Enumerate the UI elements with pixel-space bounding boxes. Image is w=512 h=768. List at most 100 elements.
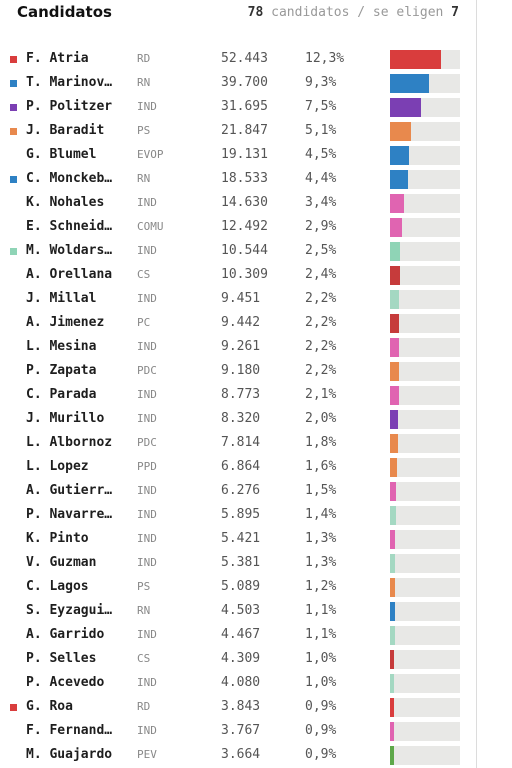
- candidate-row[interactable]: J. Baradit PS 21.847 5,1%: [0, 120, 476, 144]
- candidate-list: F. Atria RD 52.443 12,3% T. Marinov… RN 39.700…: [0, 48, 476, 768]
- candidate-row[interactable]: T. Marinov… RN 39.700 9,3%: [0, 72, 476, 96]
- candidate-row[interactable]: K. Nohales IND 14.630 3,4%: [0, 192, 476, 216]
- candidate-row[interactable]: L. Albornoz PDC 7.814 1,8%: [0, 432, 476, 456]
- candidate-percent: 2,9%: [305, 219, 337, 234]
- candidate-name: P. Selles: [26, 651, 97, 666]
- vote-share-bar: [390, 506, 460, 525]
- candidate-row[interactable]: V. Guzman IND 5.381 1,3%: [0, 552, 476, 576]
- candidate-percent: 0,9%: [305, 699, 337, 714]
- candidate-row[interactable]: F. Atria RD 52.443 12,3%: [0, 48, 476, 72]
- candidate-votes: 5.381: [221, 555, 261, 570]
- candidate-row[interactable]: A. Gutierr… IND 6.276 1,5%: [0, 480, 476, 504]
- candidate-percent: 9,3%: [305, 75, 337, 90]
- vote-share-fill: [390, 626, 395, 645]
- vote-share-fill: [390, 434, 398, 453]
- candidate-percent: 2,2%: [305, 291, 337, 306]
- candidate-row[interactable]: G. Roa RD 3.843 0,9%: [0, 696, 476, 720]
- candidate-row[interactable]: A. Garrido IND 4.467 1,1%: [0, 624, 476, 648]
- candidate-party: PS: [137, 580, 151, 593]
- candidate-row[interactable]: L. Mesina IND 9.261 2,2%: [0, 336, 476, 360]
- vote-share-fill: [390, 554, 396, 573]
- party-color-marker: [10, 56, 17, 63]
- candidate-row[interactable]: C. Parada IND 8.773 2,1%: [0, 384, 476, 408]
- candidate-row[interactable]: L. Lopez PPD 6.864 1,6%: [0, 456, 476, 480]
- candidate-name: G. Blumel: [26, 147, 97, 162]
- candidate-name: S. Eyzagui…: [26, 603, 113, 618]
- vote-share-bar: [390, 194, 460, 213]
- candidate-row[interactable]: E. Schneid… COMU 12.492 2,9%: [0, 216, 476, 240]
- vote-share-fill: [390, 170, 409, 189]
- candidate-votes: 3.664: [221, 747, 261, 762]
- candidate-party: RD: [137, 700, 151, 713]
- vote-share-fill: [390, 98, 422, 117]
- candidates-panel: Candidatos 78 candidatos / se eligen 7 F…: [0, 3, 476, 768]
- candidate-name: A. Garrido: [26, 627, 105, 642]
- candidate-name: C. Lagos: [26, 579, 89, 594]
- vote-share-bar: [390, 170, 460, 189]
- candidate-votes: 21.847: [221, 123, 268, 138]
- candidate-name: A. Gutierr…: [26, 483, 113, 498]
- vote-share-fill: [390, 386, 399, 405]
- candidate-percent: 2,4%: [305, 267, 337, 282]
- candidate-row[interactable]: M. Woldars… IND 10.544 2,5%: [0, 240, 476, 264]
- candidate-row[interactable]: J. Millal IND 9.451 2,2%: [0, 288, 476, 312]
- candidate-name: F. Atria: [26, 51, 89, 66]
- vote-share-fill: [390, 602, 395, 621]
- vote-share-bar: [390, 122, 460, 141]
- party-color-marker: [10, 248, 17, 255]
- vote-share-fill: [390, 506, 396, 525]
- candidate-percent: 1,0%: [305, 675, 337, 690]
- vote-share-fill: [390, 458, 397, 477]
- candidate-row[interactable]: K. Pinto IND 5.421 1,3%: [0, 528, 476, 552]
- candidate-row[interactable]: P. Politzer IND 31.695 7,5%: [0, 96, 476, 120]
- candidate-row[interactable]: F. Fernand… IND 3.767 0,9%: [0, 720, 476, 744]
- candidate-party: EVOP: [137, 148, 164, 161]
- candidate-row[interactable]: A. Jimenez PC 9.442 2,2%: [0, 312, 476, 336]
- vote-share-fill: [390, 314, 400, 333]
- candidate-votes: 12.492: [221, 219, 268, 234]
- candidate-votes: 3.843: [221, 699, 261, 714]
- candidate-party: IND: [137, 100, 157, 113]
- candidate-party: PPD: [137, 460, 157, 473]
- candidate-row[interactable]: S. Eyzagui… RN 4.503 1,1%: [0, 600, 476, 624]
- candidate-row[interactable]: A. Orellana CS 10.309 2,4%: [0, 264, 476, 288]
- candidate-name: C. Parada: [26, 387, 97, 402]
- candidate-name: K. Pinto: [26, 531, 89, 546]
- vote-share-bar: [390, 386, 460, 405]
- candidate-votes: 3.767: [221, 723, 261, 738]
- candidate-row[interactable]: P. Acevedo IND 4.080 1,0%: [0, 672, 476, 696]
- candidate-row[interactable]: C. Monckeb… RN 18.533 4,4%: [0, 168, 476, 192]
- candidate-party: IND: [137, 556, 157, 569]
- vote-share-bar: [390, 410, 460, 429]
- candidate-votes: 5.421: [221, 531, 261, 546]
- candidate-row[interactable]: P. Zapata PDC 9.180 2,2%: [0, 360, 476, 384]
- vote-share-bar: [390, 434, 460, 453]
- candidate-party: PEV: [137, 748, 157, 761]
- vote-share-fill: [390, 50, 441, 69]
- vote-share-fill: [390, 122, 412, 141]
- candidate-percent: 2,0%: [305, 411, 337, 426]
- candidate-row[interactable]: P. Navarre… IND 5.895 1,4%: [0, 504, 476, 528]
- vote-share-bar: [390, 482, 460, 501]
- candidate-name: P. Navarre…: [26, 507, 113, 522]
- candidate-row[interactable]: P. Selles CS 4.309 1,0%: [0, 648, 476, 672]
- elected-count: 7: [451, 5, 459, 20]
- candidate-name: P. Zapata: [26, 363, 97, 378]
- candidate-percent: 2,1%: [305, 387, 337, 402]
- vote-share-bar: [390, 530, 460, 549]
- candidate-votes: 31.695: [221, 99, 268, 114]
- vote-share-bar: [390, 722, 460, 741]
- candidate-party: PDC: [137, 436, 157, 449]
- candidate-party: RN: [137, 76, 151, 89]
- candidate-row[interactable]: G. Blumel EVOP 19.131 4,5%: [0, 144, 476, 168]
- panel-title: Candidatos: [17, 3, 112, 21]
- candidate-row[interactable]: M. Guajardo PEV 3.664 0,9%: [0, 744, 476, 768]
- candidate-row[interactable]: J. Murillo IND 8.320 2,0%: [0, 408, 476, 432]
- candidate-name: L. Lopez: [26, 459, 89, 474]
- candidate-row[interactable]: C. Lagos PS 5.089 1,2%: [0, 576, 476, 600]
- candidate-name: T. Marinov…: [26, 75, 113, 90]
- vote-share-bar: [390, 578, 460, 597]
- candidate-votes: 9.261: [221, 339, 261, 354]
- candidate-party: IND: [137, 724, 157, 737]
- vote-share-bar: [390, 554, 460, 573]
